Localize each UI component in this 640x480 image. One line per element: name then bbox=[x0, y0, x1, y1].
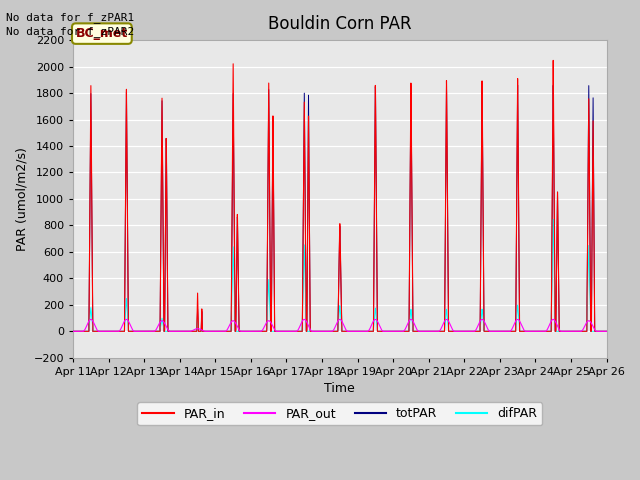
Y-axis label: PAR (umol/m2/s): PAR (umol/m2/s) bbox=[15, 147, 28, 251]
Text: No data for f_zPAR2: No data for f_zPAR2 bbox=[6, 26, 134, 37]
Title: Bouldin Corn PAR: Bouldin Corn PAR bbox=[268, 15, 412, 33]
Legend: PAR_in, PAR_out, totPAR, difPAR: PAR_in, PAR_out, totPAR, difPAR bbox=[138, 402, 542, 425]
X-axis label: Time: Time bbox=[324, 383, 355, 396]
Text: BC_met: BC_met bbox=[76, 27, 128, 40]
Text: No data for f_zPAR1: No data for f_zPAR1 bbox=[6, 12, 134, 23]
